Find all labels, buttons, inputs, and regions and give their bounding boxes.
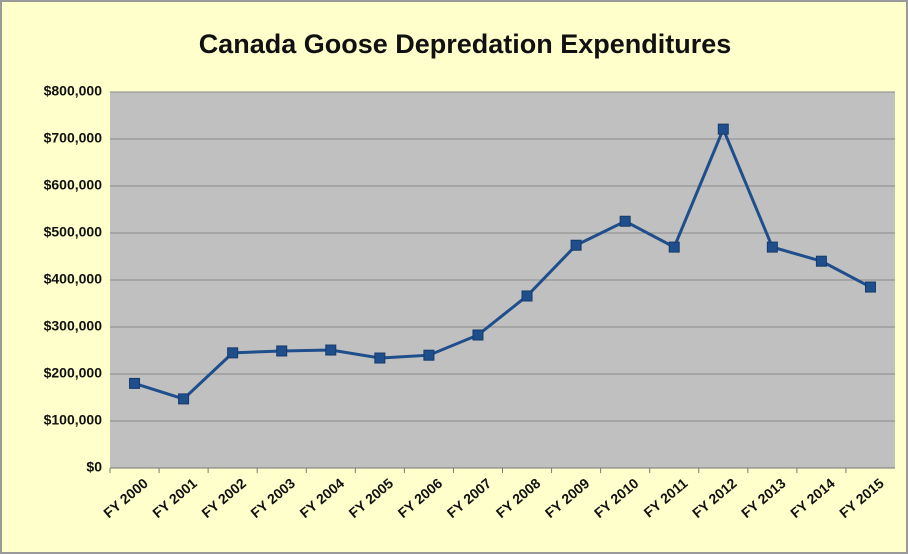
y-tick-label: $600,000 [44, 177, 103, 193]
marker [668, 241, 680, 253]
marker [423, 349, 435, 361]
marker [129, 377, 141, 389]
chart-title: Canada Goose Depredation Expenditures [199, 29, 732, 59]
marker [717, 123, 729, 135]
y-tick-label: $300,000 [44, 318, 103, 334]
y-tick-label: $100,000 [44, 412, 103, 428]
marker [521, 290, 533, 302]
line [134, 125, 872, 401]
y-tick-label: $800,000 [44, 83, 103, 99]
marker [178, 393, 190, 405]
marker [374, 352, 386, 364]
marker [276, 345, 288, 357]
y-tick-label: $0 [86, 459, 102, 475]
marker [766, 241, 778, 253]
y-tick-label: $200,000 [44, 365, 103, 381]
y-tick-label: $700,000 [44, 130, 103, 146]
marker [325, 344, 337, 356]
y-tick-label: $500,000 [44, 224, 103, 240]
y-tick-label: $400,000 [44, 271, 103, 287]
marker [619, 215, 631, 227]
marker [570, 239, 582, 251]
marker [815, 255, 827, 267]
marker [472, 329, 484, 341]
marker [227, 347, 239, 359]
marker [864, 281, 876, 293]
